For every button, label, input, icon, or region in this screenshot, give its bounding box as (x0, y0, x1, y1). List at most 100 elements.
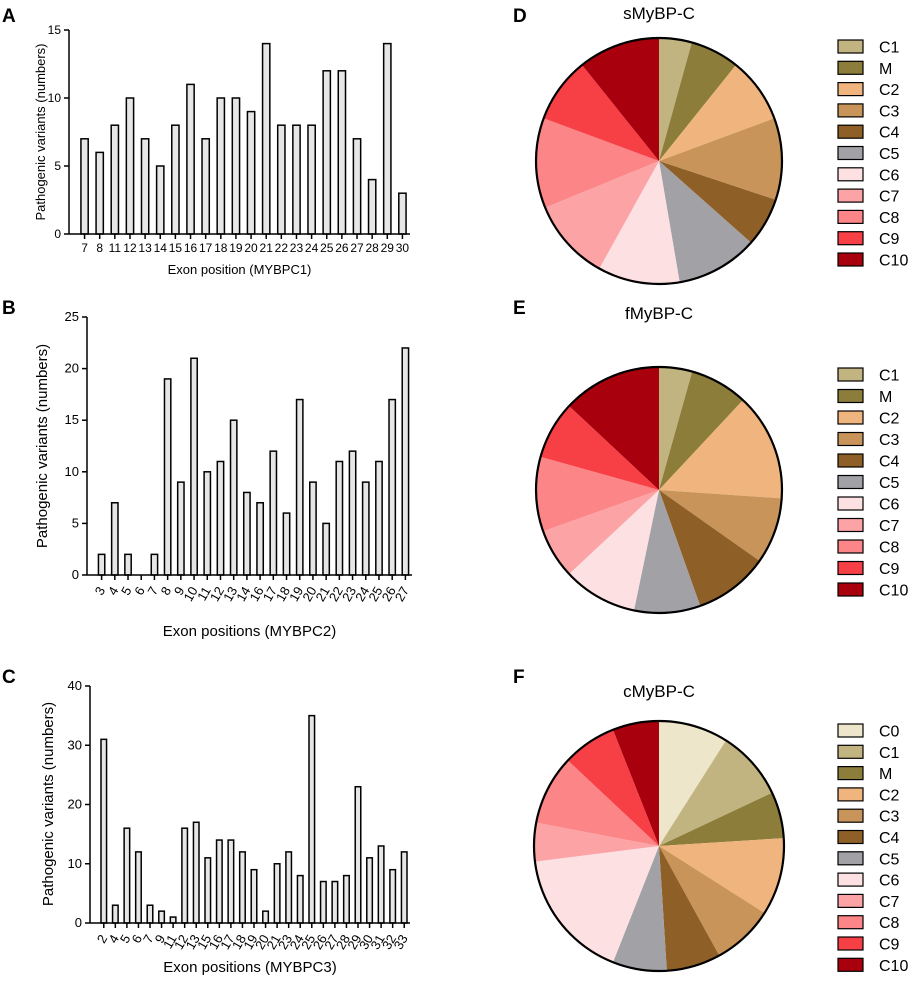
x-tick-label: 29 (344, 932, 364, 952)
legend-label: C1 (879, 745, 900, 762)
x-tick-label: 7 (81, 241, 88, 255)
x-tick-label: 11 (109, 241, 122, 255)
bar-23 (285, 851, 293, 924)
x-tick-label: 13 (138, 241, 152, 255)
pie-slice-c7 (543, 490, 659, 574)
y-tick-label: 20 (68, 797, 82, 812)
legend-label: C5 (879, 146, 900, 163)
x-tick-label: 30 (356, 932, 376, 952)
x-tick-label: 16 (246, 584, 266, 604)
legend-swatch-c0 (837, 723, 864, 738)
bar-19 (250, 868, 258, 924)
legend-label: C9 (879, 937, 900, 954)
y-tick-label: 15 (48, 23, 62, 37)
pie-slice-c8 (536, 118, 659, 208)
x-tick-label: 21 (263, 932, 283, 952)
bar-26 (388, 398, 397, 576)
bar-12 (216, 460, 225, 576)
x-tick-label: 17 (217, 932, 237, 952)
legend-swatch-c6 (837, 872, 864, 887)
legend-swatch-c7 (837, 188, 864, 203)
legend-swatch-c6 (837, 167, 864, 182)
bar-15 (171, 124, 180, 235)
bar-16 (215, 839, 223, 924)
bar-28 (342, 874, 350, 924)
bar-23 (292, 124, 301, 235)
pie-slice-c4 (659, 161, 776, 243)
y-tick-label: 0 (54, 227, 61, 241)
legend-label: C7 (879, 518, 900, 535)
bar-8 (95, 151, 105, 235)
legend-swatch-c2 (837, 787, 864, 802)
bar-11 (203, 471, 212, 576)
legend-label: C6 (879, 497, 900, 514)
x-tick-label: 28 (365, 241, 379, 255)
legend-label: C10 (879, 253, 908, 270)
bar-chart-mybpc3: 0102030402456791112131516171819202123242… (40, 678, 411, 976)
y-tick-label: 40 (68, 678, 82, 693)
pie-slice-c3 (659, 118, 782, 200)
legend-label: C6 (879, 873, 900, 890)
y-tick-label: 10 (65, 464, 79, 479)
bar-20 (246, 110, 256, 235)
x-tick-label: 32 (379, 932, 399, 952)
x-tick-label: 16 (184, 241, 198, 255)
pie-slice-c0 (659, 721, 726, 846)
x-tick-label: 14 (154, 241, 168, 255)
legend-swatch-c1 (837, 367, 864, 382)
x-tick-label: 26 (379, 584, 399, 604)
y-axis-title: Pathogenic variants (numbers) (40, 702, 57, 906)
legend-label: C10 (879, 583, 908, 600)
legend-swatch-c4 (837, 829, 864, 845)
legend-label: C3 (879, 809, 900, 826)
x-axis-title: Exon positions (MYBPC2) (163, 623, 336, 640)
bar-7 (150, 553, 159, 576)
bar-24 (307, 124, 316, 235)
bar-27 (401, 347, 410, 576)
x-tick-label: 20 (299, 584, 319, 604)
x-tick-label: 12 (123, 241, 137, 255)
legend-label: C3 (879, 432, 900, 449)
legend-swatch-c6 (837, 496, 864, 511)
x-tick-label: 29 (381, 241, 395, 255)
legend-swatch-c3 (837, 103, 864, 118)
x-tick-label: 27 (321, 932, 341, 952)
bar-13 (229, 419, 238, 576)
panel-letter-a: A (2, 6, 16, 27)
x-tick-label: 21 (260, 241, 274, 255)
bar-23 (348, 450, 357, 576)
pie-chart-cmybpc: cMyBP-C C0 C1 M C2 C3 C4 C5 C6 C7 C8 C9 C10 (532, 682, 908, 975)
pie-slice-c9 (567, 729, 659, 846)
x-tick-label: 16 (206, 932, 226, 952)
legend-label: C6 (879, 167, 900, 184)
bar-25 (322, 70, 332, 235)
pie-chart-smybpc: sMyBP-C C1 M C2 C3 C4 C5 C6 C7 C8 C9 C10 (534, 4, 908, 286)
bar-chart-mybpc2: 0510152025345678910111213141617181920212… (34, 309, 412, 640)
pie-slice-c5 (633, 490, 701, 614)
bar-6 (134, 851, 142, 924)
x-tick-label: 13 (183, 932, 203, 952)
bar-29 (382, 42, 392, 235)
x-tick-label: 27 (392, 584, 412, 604)
panel-letter-c: C (2, 667, 16, 688)
legend-swatch-c2 (837, 410, 864, 425)
legend-label: C1 (879, 40, 900, 57)
pie-slice-c2 (659, 838, 784, 913)
x-tick-label: 25 (320, 241, 334, 255)
bar-14 (155, 165, 165, 235)
pie-title: cMyBP-C (623, 682, 695, 701)
y-tick-label: 5 (54, 159, 61, 173)
bar-26 (319, 880, 327, 924)
bar-25 (308, 714, 316, 924)
x-tick-label: 13 (220, 584, 240, 604)
legend-swatch-c5 (837, 851, 864, 866)
pie-slice-c1 (659, 740, 773, 846)
panel-letter-d: D (513, 6, 527, 27)
pie-outline (534, 36, 784, 286)
bar-4 (111, 904, 119, 924)
y-tick-label: 15 (65, 412, 79, 427)
pie-title: sMyBP-C (623, 4, 695, 23)
x-tick-label: 19 (229, 241, 243, 255)
bar-7 (80, 138, 89, 235)
